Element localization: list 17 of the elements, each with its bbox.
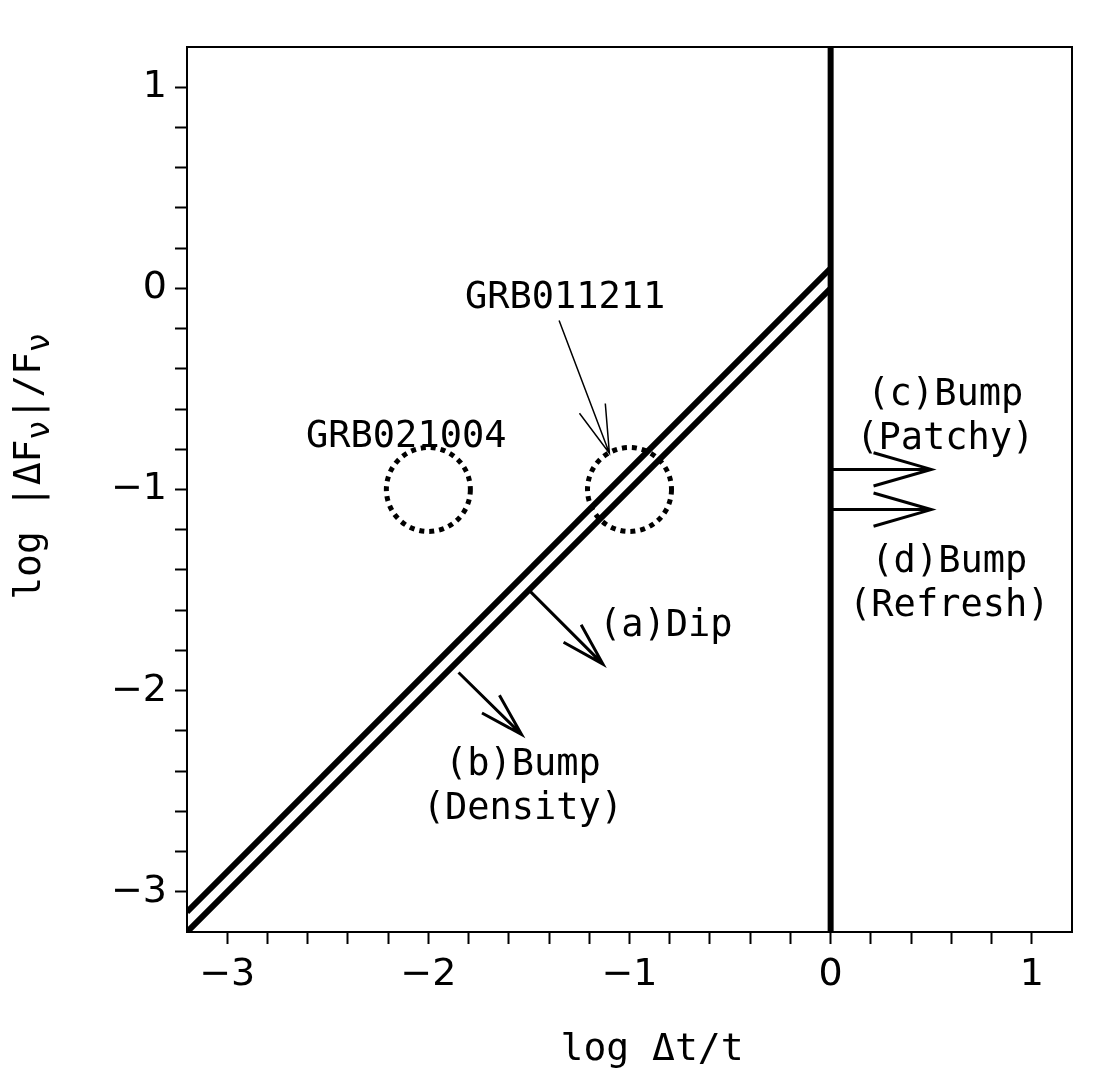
annotation: GRB021004 — [306, 412, 507, 456]
y-tick-label: −1 — [110, 464, 167, 509]
y-tick-label: 1 — [142, 62, 167, 107]
annotation: (a)Dip — [598, 601, 733, 645]
x-tick-label: 1 — [1019, 949, 1044, 994]
x-tick-label: −1 — [601, 949, 658, 994]
y-tick-label: −2 — [110, 665, 167, 710]
x-tick-label: −2 — [400, 949, 457, 994]
annotation: (b)Bump (Density) — [422, 740, 624, 828]
annotation: (c)Bump (Patchy) — [856, 370, 1035, 458]
x-tick-label: −3 — [199, 949, 256, 994]
annotation: GRB011211 — [464, 274, 666, 318]
y-tick-label: 0 — [142, 263, 167, 308]
x-axis-title: log Δt/t — [560, 1025, 744, 1069]
y-tick-label: −3 — [110, 866, 167, 911]
annotation: (d)Bump (Refresh) — [849, 537, 1050, 625]
x-tick-label: 0 — [818, 949, 843, 994]
